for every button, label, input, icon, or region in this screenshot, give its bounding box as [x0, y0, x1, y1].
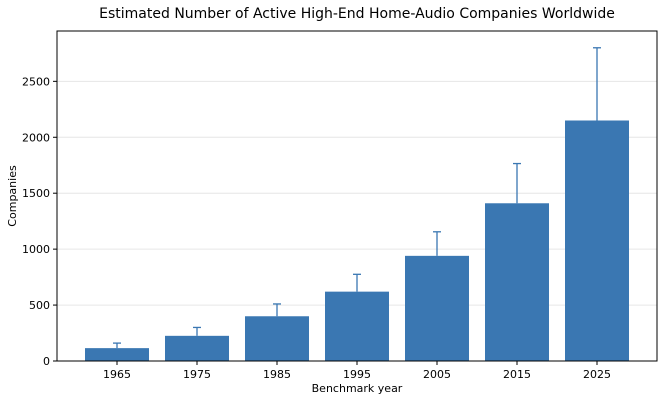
y-tick-label: 1500	[22, 187, 50, 200]
bar-1995	[325, 291, 389, 361]
bars	[85, 120, 629, 362]
x-tick-label: 1985	[263, 368, 291, 381]
y-tick-label: 1000	[22, 243, 50, 256]
y-axis-ticks: 0 500 1000 1500 2000 2500	[22, 75, 57, 368]
bar-2015	[485, 203, 549, 361]
x-axis-ticks: 1965 1975 1985 1995 2005 2015 2025	[103, 361, 611, 381]
bar-1985	[245, 316, 309, 361]
x-tick-label: 1995	[343, 368, 371, 381]
bar-2005	[405, 255, 469, 361]
y-tick-label: 2000	[22, 131, 50, 144]
error-bars	[113, 47, 601, 349]
x-tick-label: 1965	[103, 368, 131, 381]
y-tick-label: 2500	[22, 75, 50, 88]
y-tick-label: 0	[43, 355, 50, 368]
x-tick-label: 2015	[503, 368, 531, 381]
chart-title: Estimated Number of Active High-End Home…	[99, 6, 615, 22]
bar-1975	[165, 335, 229, 361]
x-tick-label: 2005	[423, 368, 451, 381]
bar-2025	[565, 120, 629, 362]
x-axis-label: Benchmark year	[312, 382, 403, 395]
y-tick-label: 500	[29, 299, 50, 312]
y-axis-label: Companies	[6, 165, 19, 227]
bar-1965	[85, 348, 149, 361]
x-tick-label: 1975	[183, 368, 211, 381]
x-tick-label: 2025	[583, 368, 611, 381]
